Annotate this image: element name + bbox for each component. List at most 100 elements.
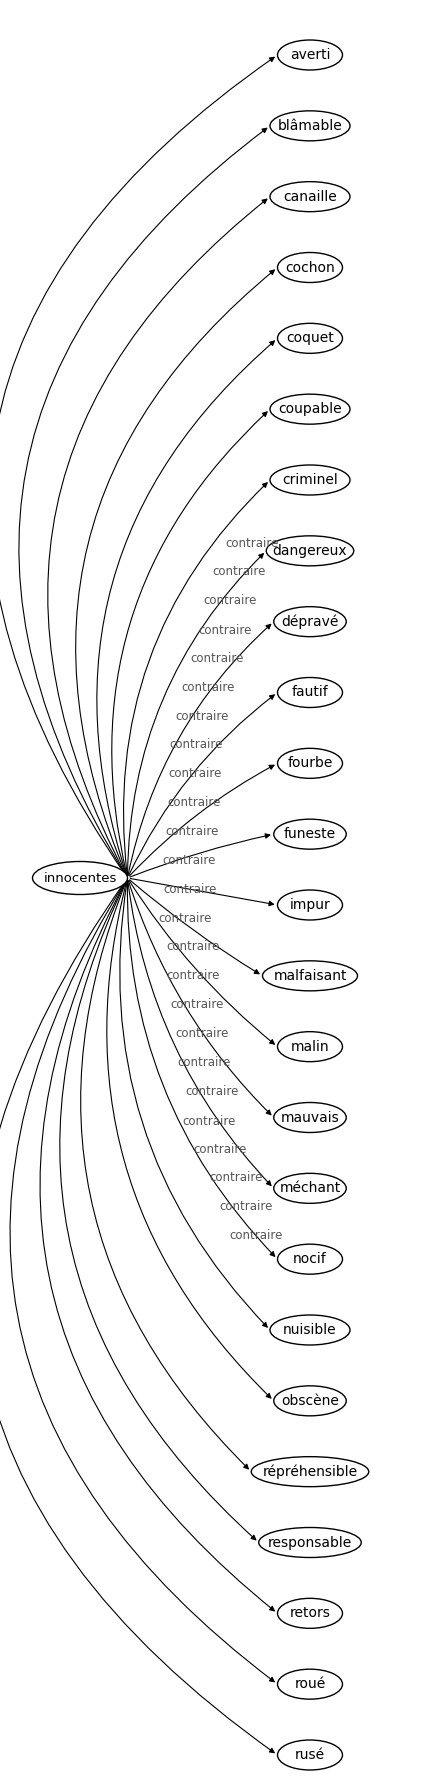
Text: contraire: contraire (225, 538, 279, 550)
Text: canaille: canaille (283, 189, 337, 204)
Ellipse shape (270, 111, 350, 141)
Text: malin: malin (291, 1040, 329, 1054)
FancyArrowPatch shape (0, 57, 274, 876)
Text: contraire: contraire (158, 911, 211, 924)
FancyArrowPatch shape (48, 198, 267, 876)
FancyArrowPatch shape (129, 879, 259, 974)
Ellipse shape (277, 1669, 343, 1699)
Text: contraire: contraire (191, 652, 244, 665)
Text: responsable: responsable (268, 1535, 352, 1549)
Text: contraire: contraire (164, 883, 217, 895)
Text: innocentes: innocentes (43, 872, 117, 885)
Text: cochon: cochon (285, 261, 335, 275)
Text: contraire: contraire (177, 1056, 231, 1069)
Text: averti: averti (290, 48, 330, 63)
Text: contraire: contraire (210, 1170, 263, 1185)
Text: dangereux: dangereux (272, 543, 347, 558)
Ellipse shape (270, 395, 350, 424)
FancyArrowPatch shape (129, 765, 274, 876)
Text: contraire: contraire (165, 826, 218, 838)
Text: répréhensible: répréhensible (262, 1464, 358, 1480)
Ellipse shape (277, 323, 343, 354)
FancyArrowPatch shape (75, 270, 274, 876)
Text: coupable: coupable (278, 402, 342, 416)
FancyArrowPatch shape (60, 881, 256, 1540)
Ellipse shape (262, 961, 358, 990)
FancyArrowPatch shape (129, 881, 274, 1044)
FancyArrowPatch shape (19, 129, 267, 876)
Text: blâmable: blâmable (278, 118, 342, 132)
Text: contraire: contraire (185, 1085, 238, 1097)
Ellipse shape (274, 1174, 346, 1203)
Text: contraire: contraire (176, 709, 229, 722)
FancyArrowPatch shape (128, 624, 271, 876)
Text: fautif: fautif (292, 686, 328, 699)
FancyArrowPatch shape (10, 881, 274, 1682)
Ellipse shape (277, 749, 343, 779)
FancyArrowPatch shape (120, 881, 267, 1328)
Text: fourbe: fourbe (287, 756, 333, 770)
Ellipse shape (277, 1031, 343, 1061)
Text: contraire: contraire (198, 624, 252, 636)
Text: retors: retors (290, 1607, 330, 1621)
Text: contraire: contraire (166, 940, 219, 954)
Text: malfaisant: malfaisant (273, 969, 347, 983)
FancyArrowPatch shape (130, 835, 270, 877)
Ellipse shape (266, 536, 354, 566)
Ellipse shape (277, 677, 343, 708)
Ellipse shape (274, 818, 346, 849)
Text: coquet: coquet (286, 331, 334, 345)
FancyArrowPatch shape (97, 341, 275, 876)
Text: impur: impur (290, 899, 330, 911)
Ellipse shape (274, 1103, 346, 1133)
Text: rusé: rusé (295, 1748, 325, 1762)
Text: dépravé: dépravé (281, 615, 339, 629)
Text: contraire: contraire (163, 854, 216, 867)
Text: contraire: contraire (230, 1229, 283, 1242)
Text: contraire: contraire (183, 1115, 236, 1128)
Ellipse shape (277, 1741, 343, 1769)
Text: méchant: méchant (279, 1181, 341, 1196)
Text: contraire: contraire (167, 969, 220, 983)
Text: contraire: contraire (181, 681, 235, 693)
Text: nuisible: nuisible (283, 1322, 337, 1337)
Text: contraire: contraire (212, 565, 266, 579)
FancyArrowPatch shape (127, 881, 275, 1256)
Ellipse shape (270, 465, 350, 495)
Text: contraire: contraire (219, 1199, 272, 1213)
Text: contraire: contraire (169, 767, 222, 781)
Text: contraire: contraire (167, 797, 221, 810)
Text: roué: roué (294, 1678, 326, 1691)
FancyArrowPatch shape (129, 695, 274, 876)
FancyArrowPatch shape (0, 881, 274, 1753)
FancyArrowPatch shape (128, 881, 271, 1115)
FancyArrowPatch shape (40, 881, 274, 1610)
FancyArrowPatch shape (127, 554, 263, 876)
Ellipse shape (277, 39, 343, 70)
FancyArrowPatch shape (112, 413, 267, 876)
Ellipse shape (274, 606, 346, 636)
Text: funeste: funeste (284, 827, 336, 842)
Ellipse shape (33, 861, 127, 895)
Text: criminel: criminel (282, 474, 338, 488)
Ellipse shape (274, 1387, 346, 1415)
FancyArrowPatch shape (123, 482, 267, 876)
Ellipse shape (277, 252, 343, 282)
Text: contraire: contraire (193, 1144, 247, 1156)
FancyArrowPatch shape (128, 881, 271, 1185)
Text: obscène: obscène (281, 1394, 339, 1408)
Text: contraire: contraire (176, 1028, 229, 1040)
Ellipse shape (270, 182, 350, 211)
Ellipse shape (277, 1244, 343, 1274)
FancyArrowPatch shape (81, 881, 249, 1469)
Text: contraire: contraire (170, 999, 223, 1011)
Ellipse shape (277, 890, 343, 920)
Ellipse shape (251, 1456, 369, 1487)
Text: contraire: contraire (203, 595, 257, 608)
Text: nocif: nocif (293, 1253, 327, 1267)
FancyArrowPatch shape (107, 881, 271, 1397)
Ellipse shape (277, 1598, 343, 1628)
Text: contraire: contraire (169, 738, 223, 751)
Text: mauvais: mauvais (281, 1110, 339, 1124)
Ellipse shape (259, 1528, 361, 1558)
